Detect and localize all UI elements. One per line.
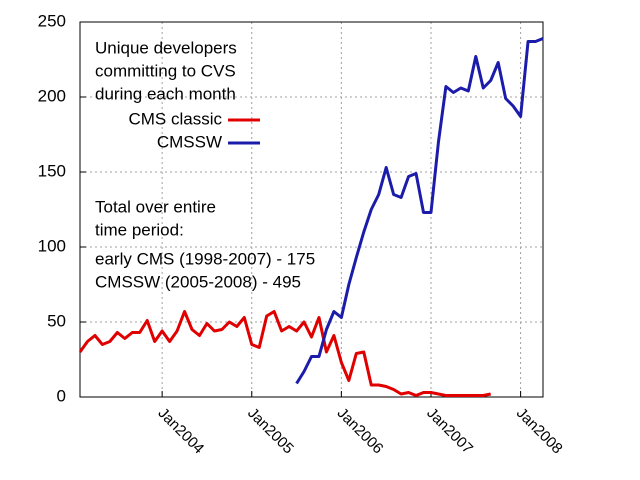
legend-label: CMS classic [128, 109, 222, 128]
plot-frame [79, 21, 544, 398]
annotation: Unique developers [95, 38, 237, 57]
annotation: during each month [95, 84, 236, 103]
y-tick-label: 250 [38, 11, 66, 30]
y-tick-label: 100 [38, 236, 66, 255]
annotation: committing to CVS [95, 61, 236, 80]
y-tick-label: 0 [57, 386, 66, 405]
legend-label: CMSSW [157, 132, 222, 151]
data-line [78, 310, 492, 397]
annotation: CMSSW (2005-2008) - 495 [95, 272, 301, 291]
y-tick-label: 50 [47, 311, 66, 330]
annotation: early CMS (1998-2007) - 175 [95, 249, 315, 268]
annotation: time period: [95, 220, 184, 239]
y-tick-label: 150 [38, 161, 66, 180]
annotation: Total over entire [95, 197, 216, 216]
data-line [295, 37, 544, 385]
y-tick-label: 200 [38, 86, 66, 105]
